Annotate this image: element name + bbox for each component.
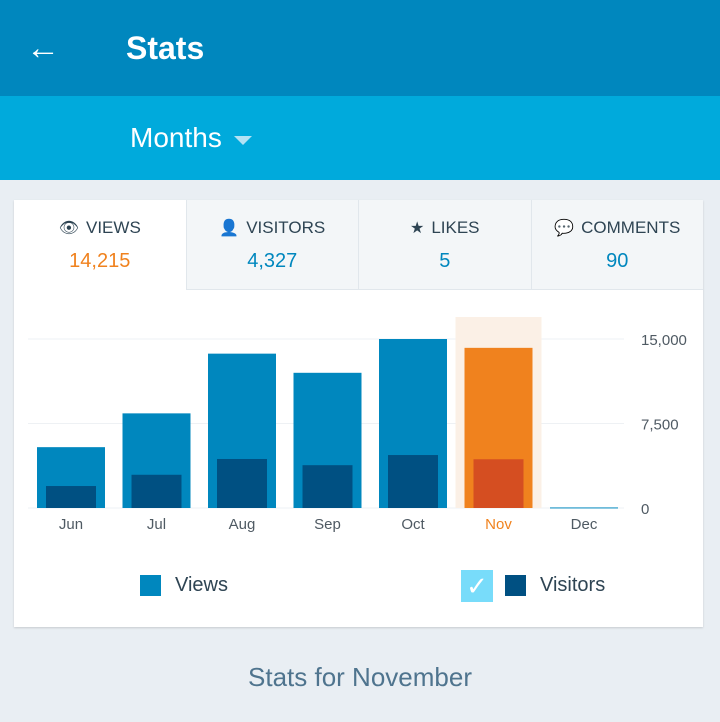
tab-label: COMMENTS: [581, 218, 681, 237]
views-bar: [550, 507, 618, 509]
visitors-bar: [388, 455, 438, 508]
x-tick-label: Sep: [314, 516, 341, 533]
tab-visitors[interactable]: 👤 VISITORS 4,327: [185, 200, 358, 290]
bar-chart: 15,000 7,500 0 Jun Jul Aug Sep Oct Nov Dec: [28, 317, 687, 533]
visitors-bar: [302, 465, 353, 508]
x-tick-label: Jul: [147, 516, 166, 533]
visitors-checkbox[interactable]: ✓: [461, 570, 493, 602]
tab-value: 4,327: [247, 250, 298, 272]
x-tick-label: Dec: [571, 516, 598, 533]
person-icon: 👤: [219, 220, 240, 237]
tab-value: 14,215: [69, 250, 131, 272]
tab-label: LIKES: [431, 218, 480, 237]
legend-views-label: Views: [175, 574, 228, 596]
tab-views[interactable]: 👁 VIEWS 14,215: [14, 200, 186, 290]
tab-label: VIEWS: [86, 218, 141, 237]
x-tick-label: Nov: [485, 516, 512, 533]
y-tick-label: 15,000: [641, 332, 687, 349]
eye-icon: 👁: [58, 220, 79, 237]
y-tick-label: 7,500: [641, 417, 679, 434]
x-tick-label: Oct: [401, 516, 425, 533]
tab-value: 90: [606, 250, 629, 272]
y-tick-label: 0: [641, 501, 649, 518]
tab-label: VISITORS: [246, 218, 326, 237]
back-arrow-icon[interactable]: ←: [26, 28, 60, 67]
top-app-bar: ← Stats: [0, 0, 720, 96]
visitors-bar: [131, 474, 182, 508]
caret-down-icon[interactable]: [233, 135, 252, 145]
visitors-bar: [46, 486, 96, 508]
comment-icon: 💬: [554, 220, 575, 237]
star-icon: ★: [409, 220, 425, 237]
stats-card: 👁 VIEWS 14,215 👤 VISITORS 4,327 ★ LIKES 5 💬…: [14, 200, 703, 627]
stats-period-heading: Stats for November: [248, 662, 472, 692]
visitors-bar: [217, 458, 267, 508]
x-tick-label: Aug: [229, 516, 256, 533]
tab-comments[interactable]: 💬 COMMENTS 90: [530, 200, 703, 290]
page-title: Stats: [126, 29, 205, 66]
visitors-swatch: [505, 575, 526, 596]
tab-value: 5: [439, 250, 451, 272]
x-tick-label: Jun: [59, 516, 83, 533]
views-swatch: [140, 575, 161, 596]
visitors-bar: [473, 459, 524, 508]
period-selector[interactable]: Months: [0, 96, 720, 180]
legend-visitors-label: Visitors: [540, 574, 606, 596]
period-selected[interactable]: Months: [130, 122, 222, 153]
tab-likes[interactable]: ★ LIKES 5: [358, 200, 531, 290]
